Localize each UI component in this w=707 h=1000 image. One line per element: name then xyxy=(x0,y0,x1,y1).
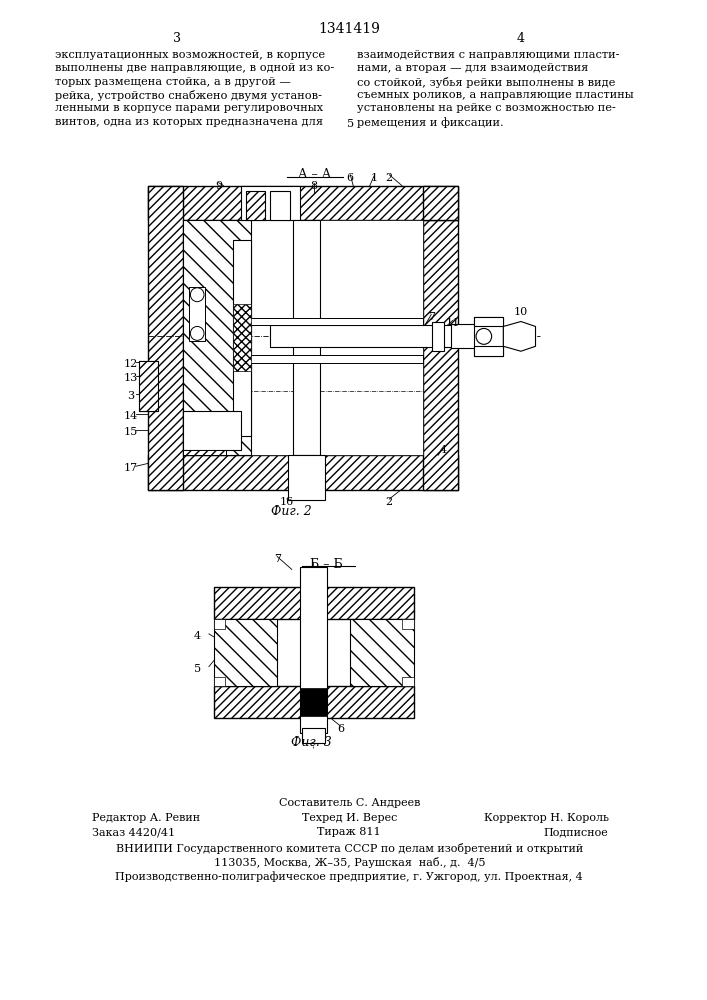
Text: 7: 7 xyxy=(428,312,435,322)
Bar xyxy=(139,361,158,411)
Text: 4: 4 xyxy=(517,32,525,45)
Bar xyxy=(474,317,503,326)
Bar xyxy=(270,325,452,347)
Text: 1341419: 1341419 xyxy=(318,22,380,36)
Bar xyxy=(450,324,478,348)
Text: Б – Б: Б – Б xyxy=(310,558,342,571)
Text: эксплуатационных возможностей, в корпусе: эксплуатационных возможностей, в корпусе xyxy=(55,50,325,60)
Text: ремещения и фиксации.: ремещения и фиксации. xyxy=(357,117,504,128)
Bar xyxy=(148,455,457,490)
Bar xyxy=(474,317,503,356)
Bar xyxy=(214,619,226,629)
Text: 4: 4 xyxy=(194,631,201,641)
Bar xyxy=(233,240,251,436)
Bar xyxy=(300,688,327,716)
Text: 17: 17 xyxy=(124,463,138,473)
Text: ВНИИПИ Государственного комитета СССР по делам изобретений и открытий: ВНИИПИ Государственного комитета СССР по… xyxy=(116,843,583,854)
Text: съемных роликов, а направляющие пластины: съемных роликов, а направляющие пластины xyxy=(357,90,634,100)
Circle shape xyxy=(190,326,204,340)
Text: Редактор А. Ревин: Редактор А. Ревин xyxy=(92,813,200,823)
Bar xyxy=(423,186,457,220)
Bar xyxy=(214,587,414,619)
Text: выполнены две направляющие, в одной из ко-: выполнены две направляющие, в одной из к… xyxy=(55,63,334,73)
Bar xyxy=(293,220,320,455)
Text: 7: 7 xyxy=(274,554,281,564)
Text: со стойкой, зубья рейки выполнены в виде: со стойкой, зубья рейки выполнены в виде xyxy=(357,77,616,88)
Text: Фиг. 2: Фиг. 2 xyxy=(271,505,312,518)
Bar xyxy=(423,220,457,490)
Text: Техред И. Верес: Техред И. Верес xyxy=(302,813,397,823)
Text: 15: 15 xyxy=(124,427,138,437)
Text: Производственно-полиграфическое предприятие, г. Ужгород, ул. Проектная, 4: Производственно-полиграфическое предприя… xyxy=(115,871,583,882)
Text: 5: 5 xyxy=(194,664,201,674)
Text: установлены на рейке с возможностью пе-: установлены на рейке с возможностью пе- xyxy=(357,103,616,113)
Text: торых размещена стойка, а в другой —: торых размещена стойка, а в другой — xyxy=(55,77,291,87)
Text: Составитель С. Андреев: Составитель С. Андреев xyxy=(279,798,420,808)
Text: 2: 2 xyxy=(386,173,393,183)
Text: 14: 14 xyxy=(124,411,138,421)
Bar xyxy=(214,677,226,686)
Text: 16: 16 xyxy=(280,497,294,507)
Text: ленными в корпусе парами регулировочных: ленными в корпусе парами регулировочных xyxy=(55,103,323,113)
Text: 11: 11 xyxy=(445,318,460,328)
Bar xyxy=(300,567,327,733)
Text: Подписное: Подписное xyxy=(544,827,609,837)
Text: рейка, устройство снабжено двумя установ-: рейка, устройство снабжено двумя установ… xyxy=(55,90,322,101)
Text: Корректор Н. Король: Корректор Н. Король xyxy=(484,813,609,823)
Text: 3: 3 xyxy=(173,32,181,45)
Text: 13: 13 xyxy=(124,373,138,383)
Bar xyxy=(182,450,226,455)
Text: 9: 9 xyxy=(215,181,222,191)
Text: Фиг. 3: Фиг. 3 xyxy=(291,736,332,749)
Bar xyxy=(350,619,414,686)
Bar xyxy=(288,455,325,500)
Text: 113035, Москва, Ж–35, Раушская  наб., д.  4/5: 113035, Москва, Ж–35, Раушская наб., д. … xyxy=(214,857,485,868)
Bar xyxy=(148,186,182,490)
Bar xyxy=(182,411,241,450)
Bar xyxy=(214,619,277,686)
Circle shape xyxy=(476,328,491,344)
Text: винтов, одна из которых предназначена для: винтов, одна из которых предназначена дл… xyxy=(55,117,323,127)
Bar xyxy=(148,186,457,220)
Text: Заказ 4420/41: Заказ 4420/41 xyxy=(92,827,175,837)
Bar xyxy=(432,322,444,351)
Text: 1: 1 xyxy=(371,173,378,183)
Bar xyxy=(249,318,423,325)
Polygon shape xyxy=(503,322,535,351)
Text: 8: 8 xyxy=(310,181,317,191)
Circle shape xyxy=(190,288,204,302)
Bar xyxy=(301,728,325,743)
Text: нами, а вторая — для взаимодействия: нами, а вторая — для взаимодействия xyxy=(357,63,588,73)
Text: 6: 6 xyxy=(337,724,344,734)
Text: 3: 3 xyxy=(127,391,134,401)
Bar xyxy=(246,191,265,220)
Bar xyxy=(402,677,414,686)
Bar xyxy=(402,619,414,629)
Text: А – А: А – А xyxy=(298,168,331,181)
Text: 2: 2 xyxy=(386,497,393,507)
Text: 5: 5 xyxy=(346,119,354,129)
Bar xyxy=(182,220,251,455)
Bar xyxy=(214,686,414,718)
Text: 10: 10 xyxy=(514,307,528,317)
Bar xyxy=(233,304,251,371)
Text: 12: 12 xyxy=(124,359,138,369)
Text: 4: 4 xyxy=(439,445,446,455)
Text: Тираж 811: Тираж 811 xyxy=(317,827,381,837)
Bar xyxy=(270,191,290,220)
Text: 6: 6 xyxy=(346,173,354,183)
Bar xyxy=(182,220,423,455)
Bar xyxy=(241,186,300,220)
Bar xyxy=(249,355,423,363)
Bar xyxy=(189,287,205,341)
Bar xyxy=(474,346,503,356)
Text: взаимодействия с направляющими пласти-: взаимодействия с направляющими пласти- xyxy=(357,50,619,60)
